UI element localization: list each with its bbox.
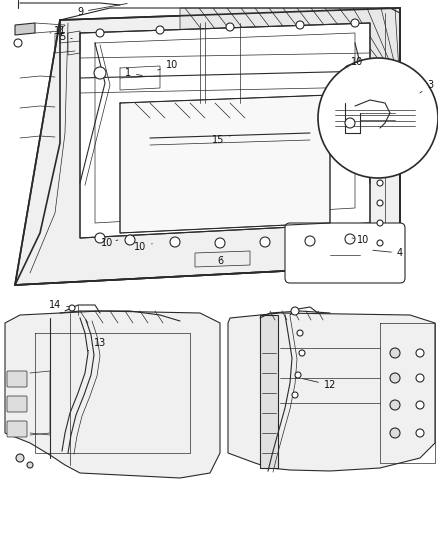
Circle shape: [390, 428, 400, 438]
Text: 12: 12: [303, 378, 336, 390]
FancyBboxPatch shape: [7, 396, 27, 412]
Circle shape: [296, 21, 304, 29]
Text: 13: 13: [88, 338, 106, 351]
Text: 10: 10: [101, 238, 118, 248]
Polygon shape: [80, 23, 370, 238]
Text: 3: 3: [420, 80, 433, 93]
Circle shape: [390, 348, 400, 358]
Circle shape: [14, 39, 22, 47]
Polygon shape: [120, 95, 330, 233]
Circle shape: [377, 180, 383, 186]
Polygon shape: [260, 315, 278, 468]
Circle shape: [318, 58, 438, 178]
Polygon shape: [180, 8, 400, 163]
Text: 14: 14: [49, 300, 69, 310]
Polygon shape: [15, 8, 400, 285]
Circle shape: [94, 67, 106, 79]
Polygon shape: [15, 23, 35, 35]
Circle shape: [377, 160, 383, 166]
Circle shape: [295, 372, 301, 378]
Circle shape: [226, 23, 234, 31]
Circle shape: [351, 19, 359, 27]
Circle shape: [96, 29, 104, 37]
Circle shape: [170, 237, 180, 247]
Text: 10: 10: [352, 235, 369, 245]
FancyBboxPatch shape: [285, 223, 405, 283]
Circle shape: [125, 235, 135, 245]
Circle shape: [156, 26, 164, 34]
Circle shape: [297, 330, 303, 336]
FancyBboxPatch shape: [7, 421, 27, 437]
Text: 9: 9: [77, 4, 127, 17]
Circle shape: [377, 220, 383, 226]
Circle shape: [390, 373, 400, 383]
Text: 10: 10: [158, 60, 178, 70]
Circle shape: [345, 234, 355, 244]
Circle shape: [416, 401, 424, 409]
Text: 15: 15: [212, 135, 230, 145]
Text: 10: 10: [348, 57, 363, 68]
Circle shape: [260, 237, 270, 247]
Circle shape: [27, 462, 33, 468]
Polygon shape: [5, 311, 220, 478]
Circle shape: [377, 240, 383, 246]
Circle shape: [305, 236, 315, 246]
Text: 5: 5: [59, 32, 72, 42]
Circle shape: [16, 454, 24, 462]
Text: 10: 10: [134, 242, 152, 252]
Circle shape: [416, 374, 424, 382]
Circle shape: [215, 238, 225, 248]
Polygon shape: [195, 251, 250, 267]
Text: 1: 1: [125, 68, 142, 78]
Circle shape: [344, 65, 356, 77]
FancyBboxPatch shape: [7, 371, 27, 387]
Text: 4: 4: [373, 248, 403, 258]
Circle shape: [416, 429, 424, 437]
Circle shape: [390, 400, 400, 410]
Circle shape: [416, 349, 424, 357]
Polygon shape: [228, 313, 435, 471]
Circle shape: [291, 307, 299, 315]
Circle shape: [69, 305, 75, 311]
Circle shape: [345, 118, 355, 128]
Circle shape: [95, 233, 105, 243]
Text: 6: 6: [217, 256, 223, 266]
Text: 11: 11: [50, 26, 66, 36]
Circle shape: [292, 392, 298, 398]
Circle shape: [377, 200, 383, 206]
Circle shape: [299, 350, 305, 356]
